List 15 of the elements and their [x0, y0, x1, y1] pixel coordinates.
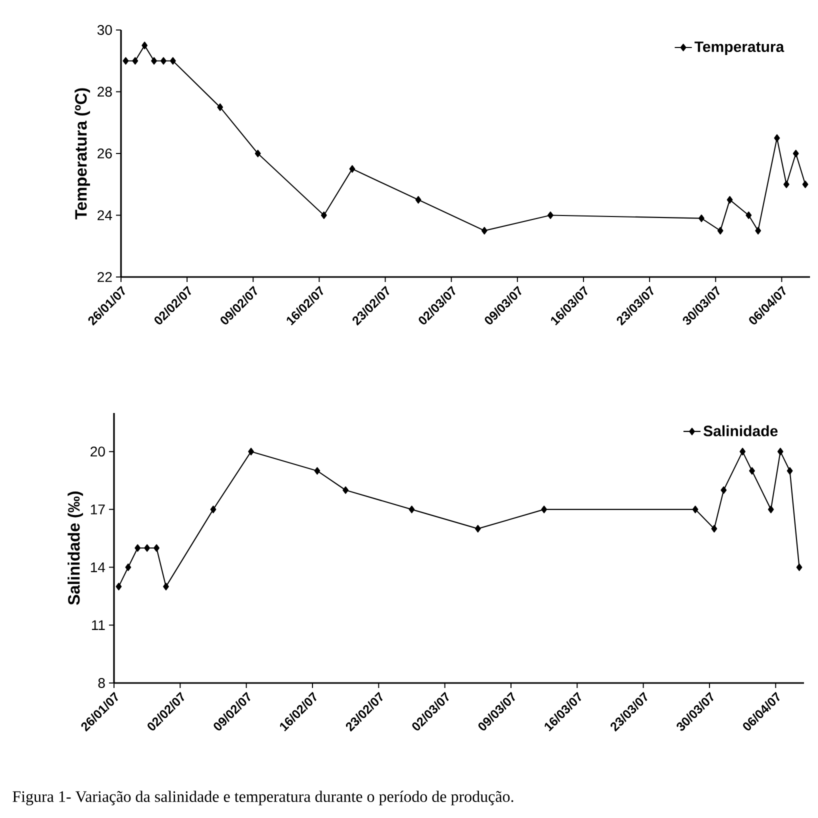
y-tick-label: 30 [97, 25, 112, 35]
y-tick-label: 20 [90, 446, 105, 457]
y-tick-label: 24 [98, 210, 112, 220]
legend-label: Salinidade [704, 425, 778, 436]
y-tick-label: 14 [90, 562, 106, 572]
text: Figura 1- Variação da salinidade e temperatura durante o período de produção. [12, 790, 514, 806]
y-tick-label: 26 [98, 148, 112, 158]
y-axis-title: Temperatura (ºC) [74, 88, 90, 220]
y-tick-label: 22 [98, 272, 112, 282]
legend-label: Temperatura [694, 42, 784, 56]
y-tick-label: 17 [90, 504, 105, 514]
y-tick-label: 28 [98, 86, 112, 97]
y-tick-label: 11 [92, 620, 105, 630]
y-axis-title: Salinidade (‰) [68, 492, 84, 605]
y-tick-label: 8 [98, 678, 105, 688]
